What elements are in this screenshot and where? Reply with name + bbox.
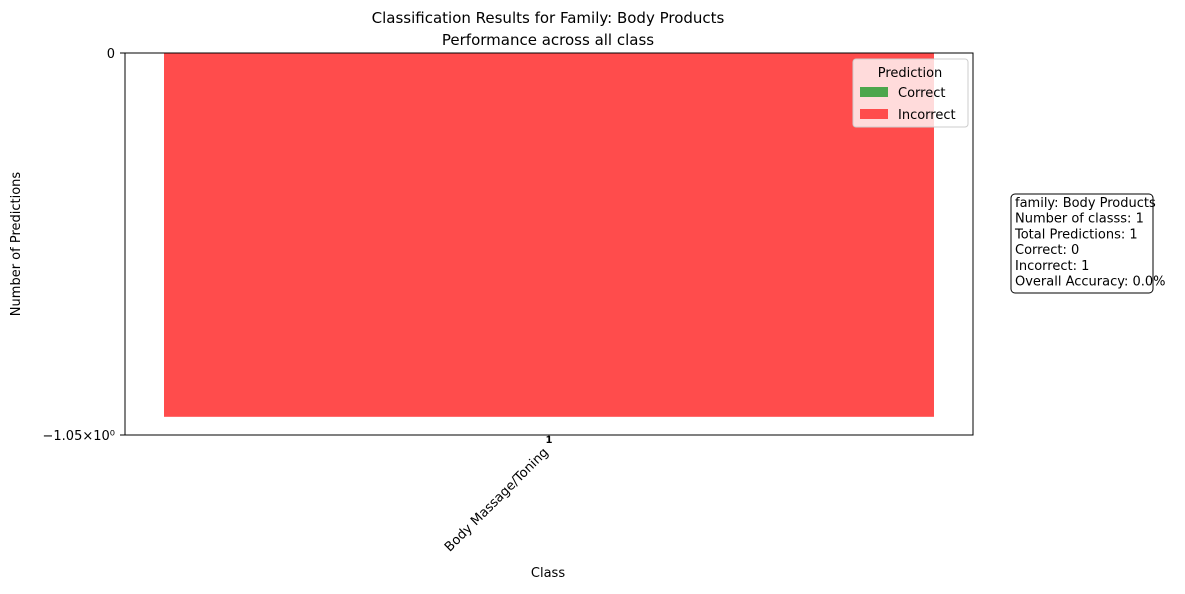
- info-line: Total Predictions: 1: [1014, 227, 1138, 242]
- info-box: [1010, 193, 1154, 294]
- info-line: Number of classs: 1: [1015, 212, 1144, 227]
- chart-subtitle: Performance across all class: [442, 31, 654, 49]
- legend: Prediction Correct Incorrect: [852, 58, 969, 128]
- info-line: Incorrect: 1: [1015, 259, 1089, 274]
- plot-frame: [124, 52, 974, 436]
- y-axis-label: Number of Predictions: [9, 172, 24, 317]
- y-tick-label: 0: [107, 47, 115, 62]
- legend-swatch: [860, 109, 888, 119]
- info-line: family: Body Products: [1015, 196, 1156, 211]
- x-tick-label: Body Massage/Toning: [442, 445, 552, 555]
- x-axis-label: Class: [531, 566, 565, 581]
- y-tick-label: −1.05×10⁰: [43, 429, 115, 444]
- chart-title: Classification Results for Family: Body …: [372, 9, 725, 27]
- total-label: 1: [546, 435, 553, 446]
- info-line: Overall Accuracy: 0.0%: [1015, 275, 1166, 290]
- legend-swatch: [860, 87, 888, 97]
- legend-label: Correct: [898, 86, 945, 101]
- bar-segment: [164, 53, 934, 417]
- legend-title: Prediction: [878, 66, 943, 81]
- legend-label: Incorrect: [898, 108, 956, 123]
- info-line: Correct: 0: [1015, 243, 1079, 258]
